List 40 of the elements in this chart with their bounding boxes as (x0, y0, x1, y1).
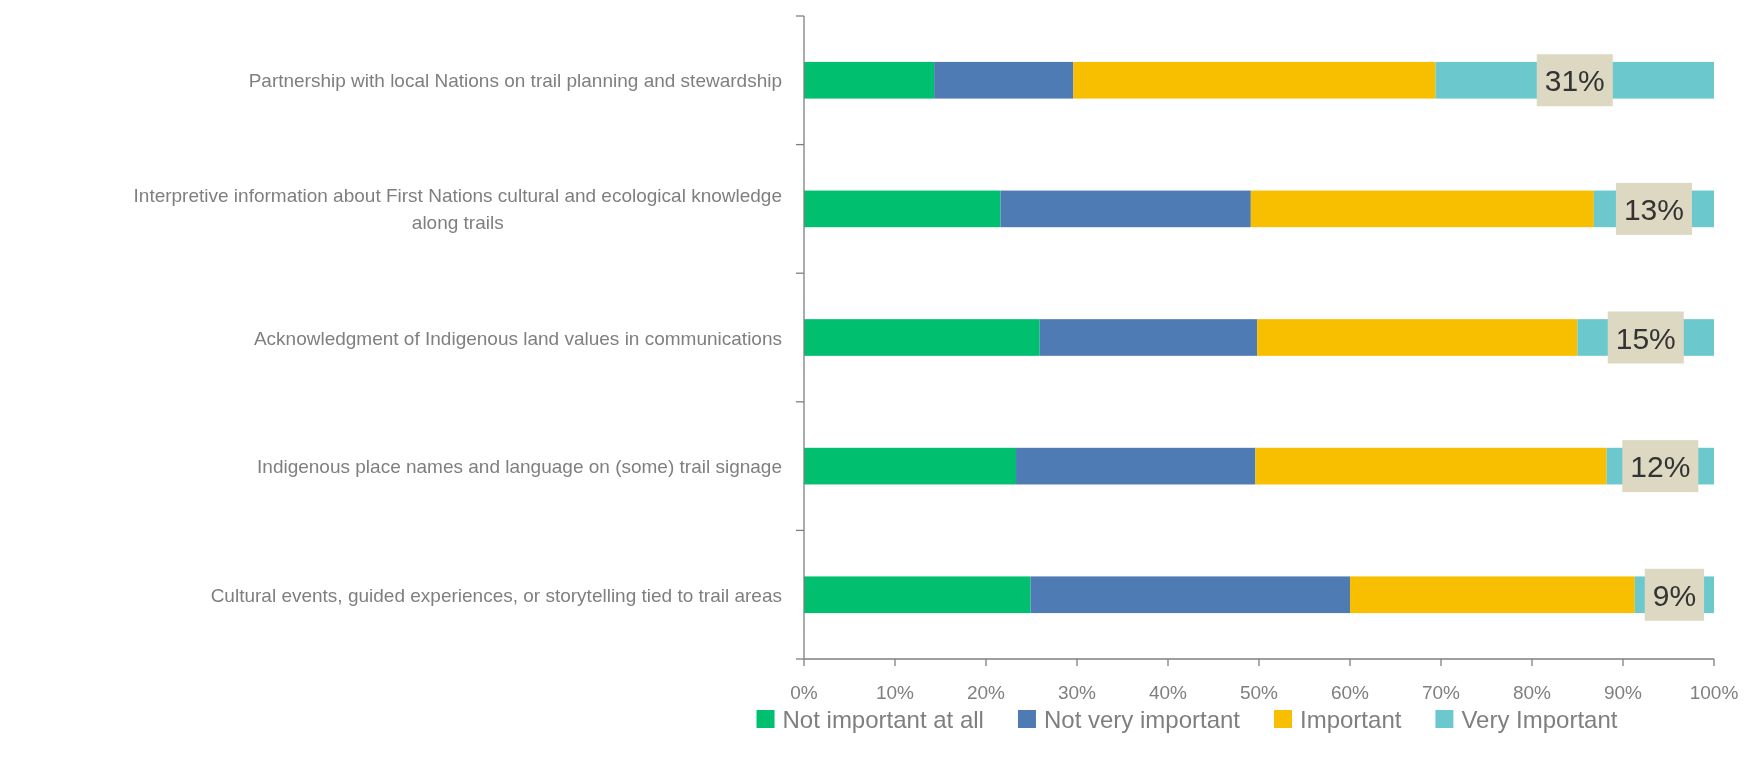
x-tick-label: 20% (966, 682, 1006, 703)
y-tick-label: Interpretive information about First Nations cultural and ecological knowledge along trails (133, 185, 783, 234)
legend-label: Not very important (1043, 706, 1241, 733)
x-tick-label: 80% (1512, 682, 1552, 703)
bar (1250, 190, 1594, 228)
bar (1039, 319, 1258, 356)
bar (1350, 576, 1635, 614)
data-label: 13% (1623, 192, 1684, 226)
legend-label: Very Important (1461, 706, 1618, 733)
bar (804, 447, 1017, 485)
x-tick-label: 10% (875, 682, 915, 703)
data-label: 12% (1630, 450, 1691, 484)
bar (1030, 576, 1350, 614)
x-tick-label: 90% (1603, 682, 1643, 703)
data-label: 9% (1652, 578, 1697, 612)
y-tick-label: Cultural events, guided experiences, or storytelling tied to trail areas (210, 584, 782, 606)
y-tick-label: Indigenous place names and language on (some) trail signage (257, 456, 782, 478)
x-tick-label: 60% (1330, 682, 1370, 703)
bar (1257, 319, 1578, 356)
bar (1000, 190, 1251, 228)
legend-label: Important (1300, 706, 1402, 733)
x-tick-label: 100% (1689, 682, 1739, 703)
bar (1073, 61, 1436, 99)
bar (804, 190, 1001, 228)
x-tick-label: 50% (1239, 682, 1279, 703)
y-tick-label: Acknowledgment of Indigenous land values in communications (253, 327, 782, 349)
bar (1016, 447, 1256, 485)
x-tick-label: 0% (790, 682, 818, 703)
bar (804, 576, 1031, 614)
bar (934, 61, 1074, 99)
bar (804, 319, 1040, 356)
x-tick-label: 30% (1057, 682, 1097, 703)
x-tick-label: 70% (1421, 682, 1461, 703)
x-tick-label: 40% (1148, 682, 1188, 703)
data-label: 31% (1544, 64, 1605, 98)
bar (1255, 447, 1607, 485)
y-tick-label: Partnership with local Nations on trail planning and stewardship (248, 70, 782, 92)
legend-label: Not important at all (782, 706, 984, 733)
data-label: 15% (1615, 321, 1676, 355)
bar (804, 61, 935, 99)
